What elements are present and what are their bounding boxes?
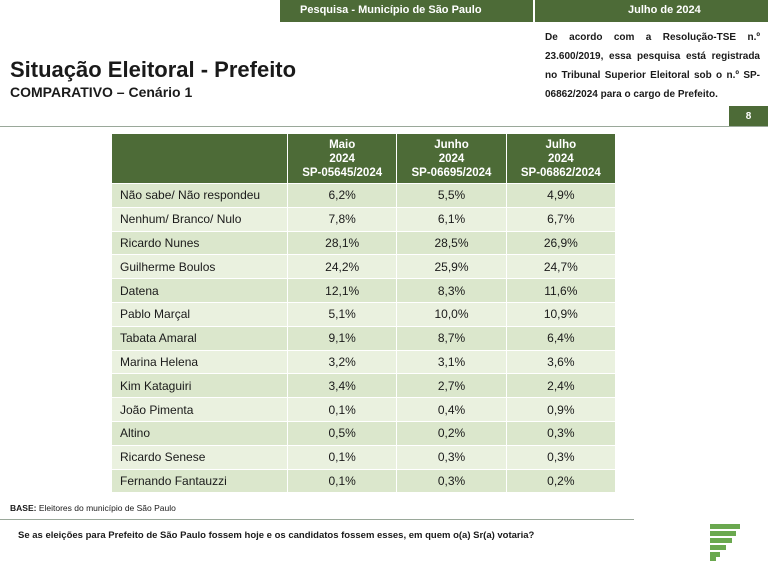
table-row: Nenhum/ Branco/ Nulo 7,8% 6,1% 6,7% [111,206,617,232]
base-text: Eleitores do município de São Paulo [38,503,176,513]
column-month: Julho [545,138,577,151]
value-julho: 6,7% [505,206,617,232]
value-junho: 0,4% [396,397,507,422]
value-junho: 10,0% [396,301,507,327]
candidate-name: Não sabe/ Não respondeu [111,183,288,208]
value-julho: 4,9% [505,183,617,208]
value-maio: 9,1% [286,325,398,351]
column-header-junho: Junho 2024 SP-06695/2024 [396,133,507,184]
column-code: SP-06862/2024 [520,166,601,179]
header-bar: Pesquisa - Município de São Paulo Julho … [280,0,768,22]
column-month: Junho [434,138,469,151]
candidate-name: Fernando Fantauzzi [111,468,288,494]
value-julho: 11,6% [505,278,617,303]
table-row: Kim Kataguiri 3,4% 2,7% 2,4% [111,373,617,399]
value-junho: 28,5% [396,230,507,256]
column-year: 2024 [548,152,574,165]
column-header-julho: Julho 2024 SP-06862/2024 [505,133,617,184]
value-maio: 5,1% [286,301,398,327]
value-julho: 10,9% [505,301,617,327]
value-maio: 12,1% [286,278,398,303]
value-junho: 25,9% [396,254,507,280]
table-row: Não sabe/ Não respondeu 6,2% 5,5% 4,9% [111,183,617,208]
table-row: Pablo Marçal 5,1% 10,0% 10,9% [111,301,617,327]
value-julho: 0,2% [505,468,617,494]
value-maio: 0,1% [286,397,398,422]
table-row: Datena 12,1% 8,3% 11,6% [111,278,617,303]
legal-note: De acordo com a Resolução-TSE n.º 23.600… [545,32,760,100]
table-row: João Pimenta 0,1% 0,4% 0,9% [111,397,617,422]
survey-name: Pesquisa - Município de São Paulo [300,4,482,16]
value-julho: 24,7% [505,254,617,280]
value-maio: 0,1% [286,444,398,470]
column-month: Maio [329,138,356,151]
page-number: 8 [729,106,768,126]
candidate-name: Kim Kataguiri [111,373,288,399]
value-julho: 26,9% [505,230,617,256]
value-maio: 28,1% [286,230,398,256]
page-title: Situação Eleitoral - Prefeito [10,57,297,82]
table-row: Marina Helena 3,2% 3,1% 3,6% [111,349,617,375]
candidate-name: Ricardo Nunes [111,230,288,256]
column-year: 2024 [438,152,465,165]
header-divider-line [0,126,768,127]
candidate-name: Marina Helena [111,349,288,375]
candidate-name: Datena [111,278,288,303]
header-blank-cell [111,133,288,184]
table-header-row: Maio 2024 SP-05645/2024 Junho 2024 SP-06… [111,133,617,184]
value-julho: 0,3% [505,420,617,446]
value-junho: 0,2% [396,420,507,446]
value-junho: 5,5% [396,183,507,208]
candidate-name: Altino [111,420,288,446]
value-julho: 0,9% [505,397,617,422]
results-table: Maio 2024 SP-05645/2024 Junho 2024 SP-06… [111,133,617,494]
value-maio: 7,8% [286,206,398,232]
page-subtitle: COMPARATIVO – Cenário 1 [10,84,193,100]
survey-date: Julho de 2024 [628,4,701,16]
candidate-name: Nenhum/ Branco/ Nulo [111,206,288,232]
value-julho: 0,3% [505,444,617,470]
value-junho: 2,7% [396,373,507,399]
value-junho: 8,3% [396,278,507,303]
value-maio: 24,2% [286,254,398,280]
candidate-name: Pablo Marçal [111,301,288,327]
value-junho: 6,1% [396,206,507,232]
base-label: BASE: [10,503,37,513]
value-julho: 6,4% [505,325,617,351]
value-junho: 8,7% [396,325,507,351]
stacked-bars-logo-icon [710,524,740,561]
column-code: SP-06695/2024 [411,166,492,179]
table-row: Altino 0,5% 0,2% 0,3% [111,420,617,446]
candidate-name: Tabata Amaral [111,325,288,351]
value-junho: 3,1% [396,349,507,375]
value-maio: 0,5% [286,420,398,446]
column-header-maio: Maio 2024 SP-05645/2024 [286,133,398,184]
table-row: Fernando Fantauzzi 0,1% 0,3% 0,2% [111,468,617,494]
column-code: SP-05645/2024 [302,166,383,179]
value-julho: 2,4% [505,373,617,399]
footer-divider-line [0,519,634,520]
table-row: Tabata Amaral 9,1% 8,7% 6,4% [111,325,617,351]
table-row: Ricardo Senese 0,1% 0,3% 0,3% [111,444,617,470]
table-row: Guilherme Boulos 24,2% 25,9% 24,7% [111,254,617,280]
column-year: 2024 [329,152,355,165]
table-row: Ricardo Nunes 28,1% 28,5% 26,9% [111,230,617,256]
value-julho: 3,6% [505,349,617,375]
candidate-name: João Pimenta [111,397,288,422]
value-junho: 0,3% [396,444,507,470]
value-maio: 3,2% [286,349,398,375]
value-maio: 3,4% [286,373,398,399]
survey-question: Se as eleições para Prefeito de São Paul… [18,530,535,541]
header-divider [533,0,535,22]
candidate-name: Guilherme Boulos [111,254,288,280]
value-maio: 6,2% [286,183,398,208]
base-note: BASE: Eleitores do município de São Paul… [10,503,176,513]
candidate-name: Ricardo Senese [111,444,288,470]
value-junho: 0,3% [396,468,507,494]
value-maio: 0,1% [286,468,398,494]
